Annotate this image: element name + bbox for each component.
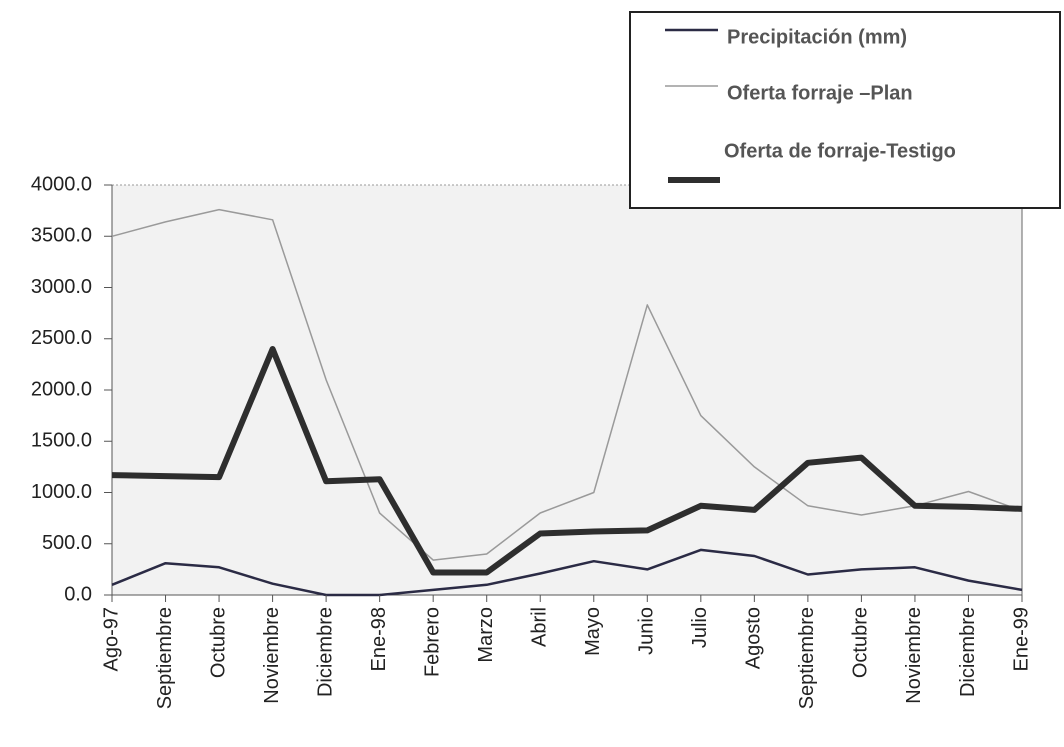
legend-label: Precipitación (mm) — [727, 26, 907, 48]
plot-area — [112, 185, 1022, 595]
x-tick-label: Noviembre — [903, 607, 925, 704]
y-tick-label: 1500.0 — [31, 430, 92, 452]
y-tick-label: 2000.0 — [31, 378, 92, 400]
x-tick-label: Junio — [636, 607, 658, 655]
x-tick-label: Abril — [529, 607, 551, 647]
x-tick-label: Agosto — [743, 607, 765, 669]
x-tick-label: Ene-98 — [368, 607, 390, 672]
y-tick-label: 2500.0 — [31, 327, 92, 349]
x-tick-label: Octubre — [850, 607, 872, 678]
x-tick-label: Octubre — [207, 607, 229, 678]
x-tick-label: Marzo — [475, 607, 497, 663]
y-tick-label: 3500.0 — [31, 225, 92, 247]
series-line — [111, 346, 1023, 576]
y-tick-label: 500.0 — [42, 532, 92, 554]
legend-label: Oferta forraje –Plan — [727, 82, 913, 104]
y-tick-label: 4000.0 — [31, 173, 92, 195]
x-tick-label: Diciembre — [957, 607, 979, 697]
x-tick-label: Febrero — [421, 607, 443, 677]
series-line — [111, 208, 1023, 561]
x-tick-label: Julio — [689, 607, 711, 648]
x-tick-label: Mayo — [582, 607, 604, 656]
legend-label: Oferta de forraje-Testigo — [724, 140, 956, 162]
y-tick-label: 1000.0 — [31, 481, 92, 503]
series-line — [111, 548, 1023, 597]
legend — [629, 11, 1061, 209]
x-tick-label: Septiembre — [154, 607, 176, 709]
x-tick-label: Ene-99 — [1010, 607, 1032, 672]
y-tick-label: 0.0 — [64, 583, 92, 605]
x-tick-label: Ago-97 — [100, 607, 122, 672]
y-tick-label: 3000.0 — [31, 276, 92, 298]
x-tick-label: Diciembre — [314, 607, 336, 697]
x-tick-label: Noviembre — [261, 607, 283, 704]
x-tick-label: Septiembre — [796, 607, 818, 709]
